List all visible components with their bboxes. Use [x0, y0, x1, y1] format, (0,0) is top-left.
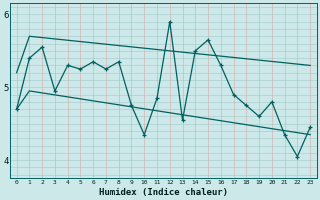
- X-axis label: Humidex (Indice chaleur): Humidex (Indice chaleur): [99, 188, 228, 197]
